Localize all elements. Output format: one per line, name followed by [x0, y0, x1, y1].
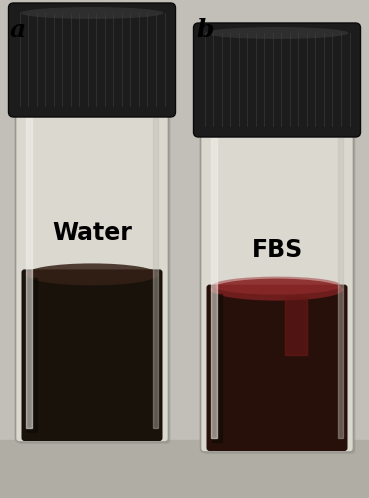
FancyBboxPatch shape [15, 104, 169, 442]
Text: Water: Water [52, 222, 132, 246]
Bar [338, 138, 342, 438]
Text: a: a [10, 18, 26, 42]
Bar [210, 138, 217, 438]
Bar [152, 118, 158, 428]
Ellipse shape [210, 278, 344, 301]
Ellipse shape [213, 276, 341, 295]
FancyBboxPatch shape [21, 269, 162, 441]
FancyBboxPatch shape [203, 126, 355, 454]
Ellipse shape [206, 27, 348, 39]
Ellipse shape [25, 263, 159, 285]
Bar [285, 297, 307, 355]
FancyBboxPatch shape [193, 23, 361, 137]
Bar [27, 278, 37, 432]
FancyBboxPatch shape [207, 284, 348, 451]
Text: b: b [196, 18, 214, 42]
Bar [25, 118, 31, 428]
Bar [211, 294, 221, 442]
Ellipse shape [21, 7, 163, 19]
FancyBboxPatch shape [8, 3, 176, 117]
FancyBboxPatch shape [200, 124, 354, 452]
Bar [0, 440, 369, 498]
Text: FBS: FBS [251, 238, 303, 261]
FancyBboxPatch shape [17, 106, 170, 444]
